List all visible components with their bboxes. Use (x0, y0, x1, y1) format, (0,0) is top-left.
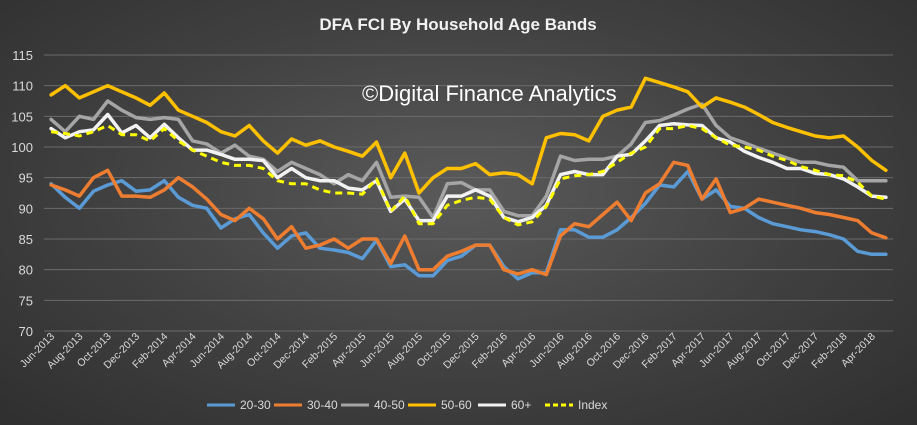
x-axis-tick-labels: Jun-2013Aug-2013Oct-2013Dec-2013Feb-2014… (18, 331, 878, 372)
series-line-30-40 (49, 160, 888, 277)
y-tick-label-75: 75 (19, 293, 33, 308)
y-tick-label-70: 70 (19, 324, 33, 339)
series-line-60- (49, 112, 888, 224)
series-line-index (50, 124, 887, 227)
y-tick-label-90: 90 (19, 201, 33, 216)
y-tick-label-105: 105 (11, 109, 33, 124)
gridlines (44, 54, 893, 332)
legend-label-index: Index (578, 398, 607, 412)
series-line-20-30 (49, 169, 888, 281)
series-line-40-50 (49, 99, 888, 220)
series-line-50-60 (49, 76, 888, 195)
y-tick-label-115: 115 (12, 48, 33, 63)
y-tick-label-85: 85 (19, 232, 33, 247)
legend-label-50-60: 50-60 (441, 398, 472, 412)
y-tick-label-95: 95 (19, 171, 33, 186)
legend-label-40-50: 40-50 (374, 398, 405, 412)
series-lines (49, 76, 888, 281)
legend-label-60-: 60+ (511, 398, 531, 412)
legend: 20-30 30-40 40-50 50-60 60+ Index (207, 398, 607, 412)
y-tick-label-110: 110 (12, 79, 33, 94)
legend-label-30-40: 30-40 (307, 398, 338, 412)
y-tick-label-80: 80 (19, 263, 33, 278)
y-tick-label-100: 100 (11, 140, 33, 155)
watermark-text: ©Digital Finance Analytics (362, 81, 617, 106)
chart-title: DFA FCI By Household Age Bands (319, 15, 596, 34)
y-axis-tick-labels: 70 75 80 85 90 95 100 105 110 115 (11, 48, 33, 339)
legend-label-20-30: 20-30 (240, 398, 271, 412)
